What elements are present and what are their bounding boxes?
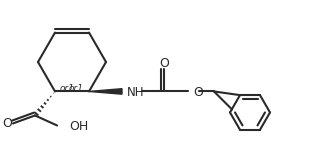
Text: or1: or1 bbox=[60, 84, 75, 93]
Text: or1: or1 bbox=[69, 84, 84, 93]
Text: O: O bbox=[193, 86, 203, 99]
Text: O: O bbox=[2, 117, 12, 130]
Polygon shape bbox=[89, 89, 122, 94]
Text: NH: NH bbox=[127, 86, 145, 99]
Text: OH: OH bbox=[69, 120, 88, 133]
Text: O: O bbox=[159, 57, 169, 70]
